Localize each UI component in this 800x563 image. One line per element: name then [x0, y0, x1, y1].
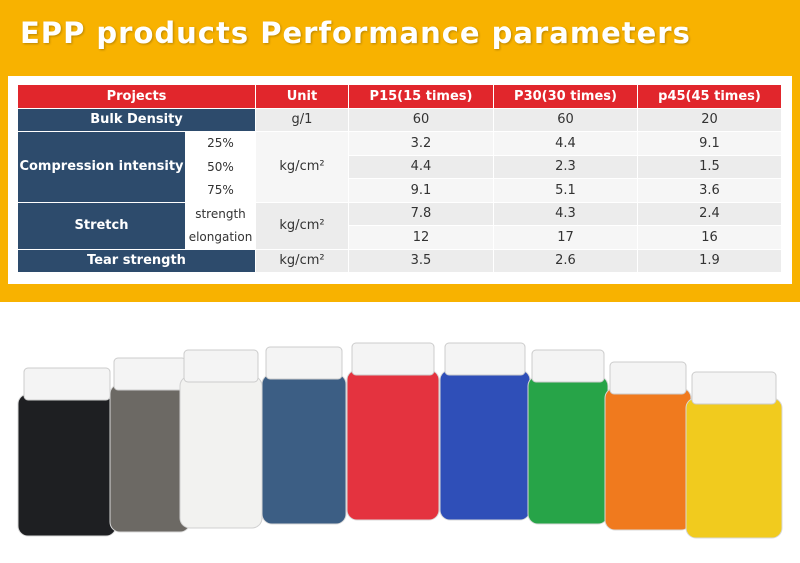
value-cell: 2.6: [494, 249, 637, 272]
row-label: Bulk Density: [18, 108, 255, 131]
value-cell: 12: [349, 226, 493, 249]
row-label: Compression intensity: [18, 132, 185, 202]
value-cell: 2.4: [638, 202, 781, 225]
value-cell: 9.1: [349, 179, 493, 202]
value-cell: 1.9: [638, 249, 781, 272]
value-cell: 3.2: [349, 132, 493, 155]
value-cell: 20: [638, 108, 781, 131]
bottle: [17, 367, 117, 537]
bottle: [685, 371, 783, 539]
sub-label: 50%: [186, 155, 255, 178]
sub-label: 25%: [186, 132, 255, 155]
sub-label: strength: [186, 202, 255, 225]
column-header: Projects: [18, 85, 255, 108]
value-cell: 2.3: [494, 155, 637, 178]
row-label: Stretch: [18, 202, 185, 249]
bottle: [261, 346, 347, 525]
sub-label: elongation: [186, 226, 255, 249]
value-cell: 17: [494, 226, 637, 249]
value-cell: 1.5: [638, 155, 781, 178]
value-cell: 60: [349, 108, 493, 131]
value-cell: 60: [494, 108, 637, 131]
bottle: [439, 342, 531, 521]
row-label: Tear strength: [18, 249, 255, 272]
bottle: [109, 357, 191, 533]
bottle: [604, 361, 692, 531]
column-header: p45(45 times): [638, 85, 781, 108]
bottle: [179, 349, 263, 529]
column-header: P30(30 times): [494, 85, 637, 108]
page-title: EPP products Performance parameters: [20, 16, 691, 50]
column-header: P15(15 times): [349, 85, 493, 108]
column-header: Unit: [256, 85, 348, 108]
value-cell: 3.5: [349, 249, 493, 272]
value-cell: 3.6: [638, 179, 781, 202]
bottle: [527, 349, 609, 525]
unit-cell: g/1: [256, 108, 348, 131]
sub-label: 75%: [186, 179, 255, 202]
value-cell: 16: [638, 226, 781, 249]
value-cell: 5.1: [494, 179, 637, 202]
value-cell: 9.1: [638, 132, 781, 155]
unit-cell: kg/cm²: [256, 249, 348, 272]
unit-cell: kg/cm²: [256, 132, 348, 202]
value-cell: 7.8: [349, 202, 493, 225]
value-cell: 4.3: [494, 202, 637, 225]
unit-cell: kg/cm²: [256, 202, 348, 249]
bottle: [346, 342, 440, 521]
product-photo: [0, 302, 800, 563]
value-cell: 4.4: [494, 132, 637, 155]
value-cell: 4.4: [349, 155, 493, 178]
